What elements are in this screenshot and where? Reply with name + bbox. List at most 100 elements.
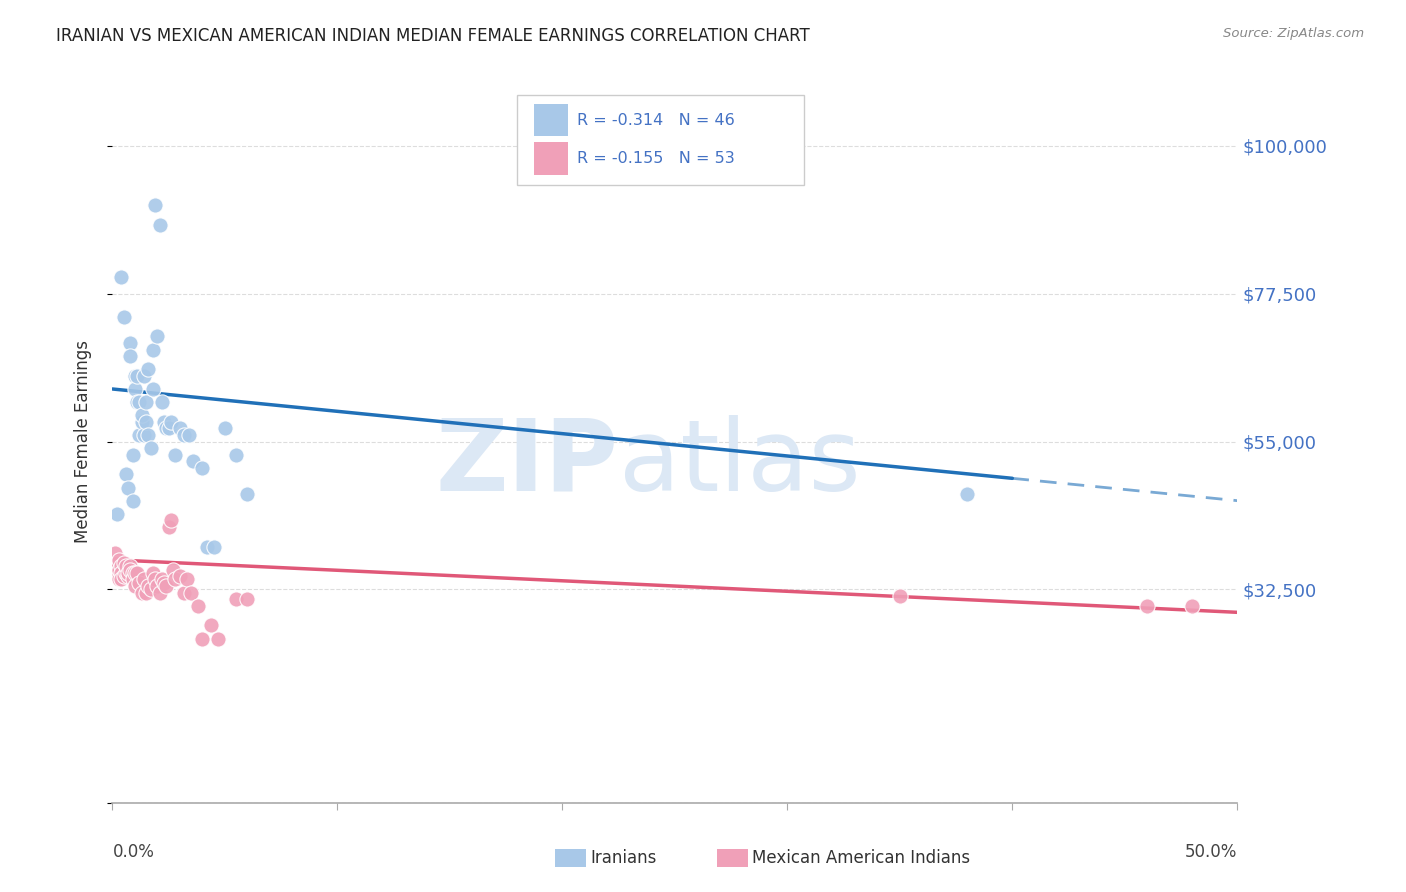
Point [225, 448, 247, 462]
Point [112, 569, 135, 583]
Text: ZIP: ZIP [436, 415, 619, 512]
Point [155, 579, 177, 593]
Point [165, 573, 187, 587]
Point [160, 513, 183, 527]
Point [207, 632, 229, 646]
Point [124, 579, 146, 593]
Point [135, 585, 157, 599]
Point [139, 582, 162, 597]
Point [142, 382, 165, 396]
Point [120, 336, 142, 351]
Point [177, 428, 200, 442]
Text: 0.0%: 0.0% [112, 843, 155, 861]
Point [225, 592, 247, 607]
Point [157, 520, 180, 534]
Point [104, 546, 127, 560]
Point [162, 563, 184, 577]
Point [105, 507, 128, 521]
Point [121, 566, 143, 580]
Point [180, 585, 202, 599]
Point [128, 428, 150, 442]
Point [157, 421, 180, 435]
Point [135, 415, 157, 429]
Text: R = -0.155   N = 53: R = -0.155 N = 53 [576, 151, 735, 166]
Point [110, 573, 132, 587]
Point [169, 569, 191, 583]
Point [202, 540, 225, 554]
Point [131, 585, 153, 599]
Point [105, 556, 128, 570]
Point [191, 460, 214, 475]
Point [138, 362, 160, 376]
Point [117, 481, 139, 495]
Point [127, 566, 149, 580]
Point [183, 454, 205, 468]
Point [108, 563, 131, 577]
Text: atlas: atlas [619, 415, 860, 512]
Point [173, 428, 195, 442]
Point [1181, 599, 1204, 613]
Text: IRANIAN VS MEXICAN AMERICAN INDIAN MEDIAN FEMALE EARNINGS CORRELATION CHART: IRANIAN VS MEXICAN AMERICAN INDIAN MEDIA… [56, 27, 810, 45]
Bar [534, 142, 568, 175]
Point [149, 218, 172, 232]
FancyBboxPatch shape [517, 95, 804, 185]
Point [142, 566, 165, 580]
Point [187, 599, 209, 613]
Point [110, 566, 132, 580]
Point [120, 559, 142, 574]
Point [195, 540, 218, 554]
Point [108, 573, 131, 587]
Point [108, 553, 131, 567]
Point [124, 566, 146, 580]
Point [150, 395, 173, 409]
Text: Iranians: Iranians [591, 849, 657, 867]
Point [139, 441, 162, 455]
Point [131, 409, 153, 423]
Point [132, 573, 155, 587]
Point [146, 579, 169, 593]
Point [128, 575, 150, 590]
Point [169, 421, 191, 435]
Point [127, 368, 149, 383]
Point [1136, 599, 1159, 613]
Text: 50.0%: 50.0% [1185, 843, 1237, 861]
Point [150, 573, 173, 587]
Text: Mexican American Indians: Mexican American Indians [752, 849, 970, 867]
Point [128, 395, 150, 409]
Point [138, 579, 160, 593]
Point [112, 556, 135, 570]
Point [155, 421, 177, 435]
Point [889, 589, 911, 603]
Point [121, 493, 143, 508]
Point [160, 415, 183, 429]
Point [124, 368, 146, 383]
Point [956, 487, 979, 501]
Point [117, 569, 139, 583]
Point [132, 428, 155, 442]
Point [115, 566, 138, 580]
Point [120, 563, 142, 577]
Point [143, 198, 166, 212]
Point [115, 467, 138, 482]
Point [105, 566, 128, 580]
Y-axis label: Median Female Earnings: Median Female Earnings [73, 340, 91, 543]
Point [110, 270, 132, 285]
Point [131, 415, 153, 429]
Point [115, 559, 138, 574]
Point [121, 448, 143, 462]
Point [121, 573, 143, 587]
Point [214, 421, 236, 435]
Point [153, 575, 176, 590]
Point [120, 349, 142, 363]
Point [138, 428, 160, 442]
Point [146, 329, 169, 343]
Point [142, 343, 165, 357]
Text: R = -0.314   N = 46: R = -0.314 N = 46 [576, 112, 735, 128]
Point [236, 487, 259, 501]
Point [135, 395, 157, 409]
Bar [534, 103, 568, 136]
Point [173, 585, 195, 599]
Point [117, 566, 139, 580]
Point [110, 559, 132, 574]
Point [104, 559, 127, 574]
